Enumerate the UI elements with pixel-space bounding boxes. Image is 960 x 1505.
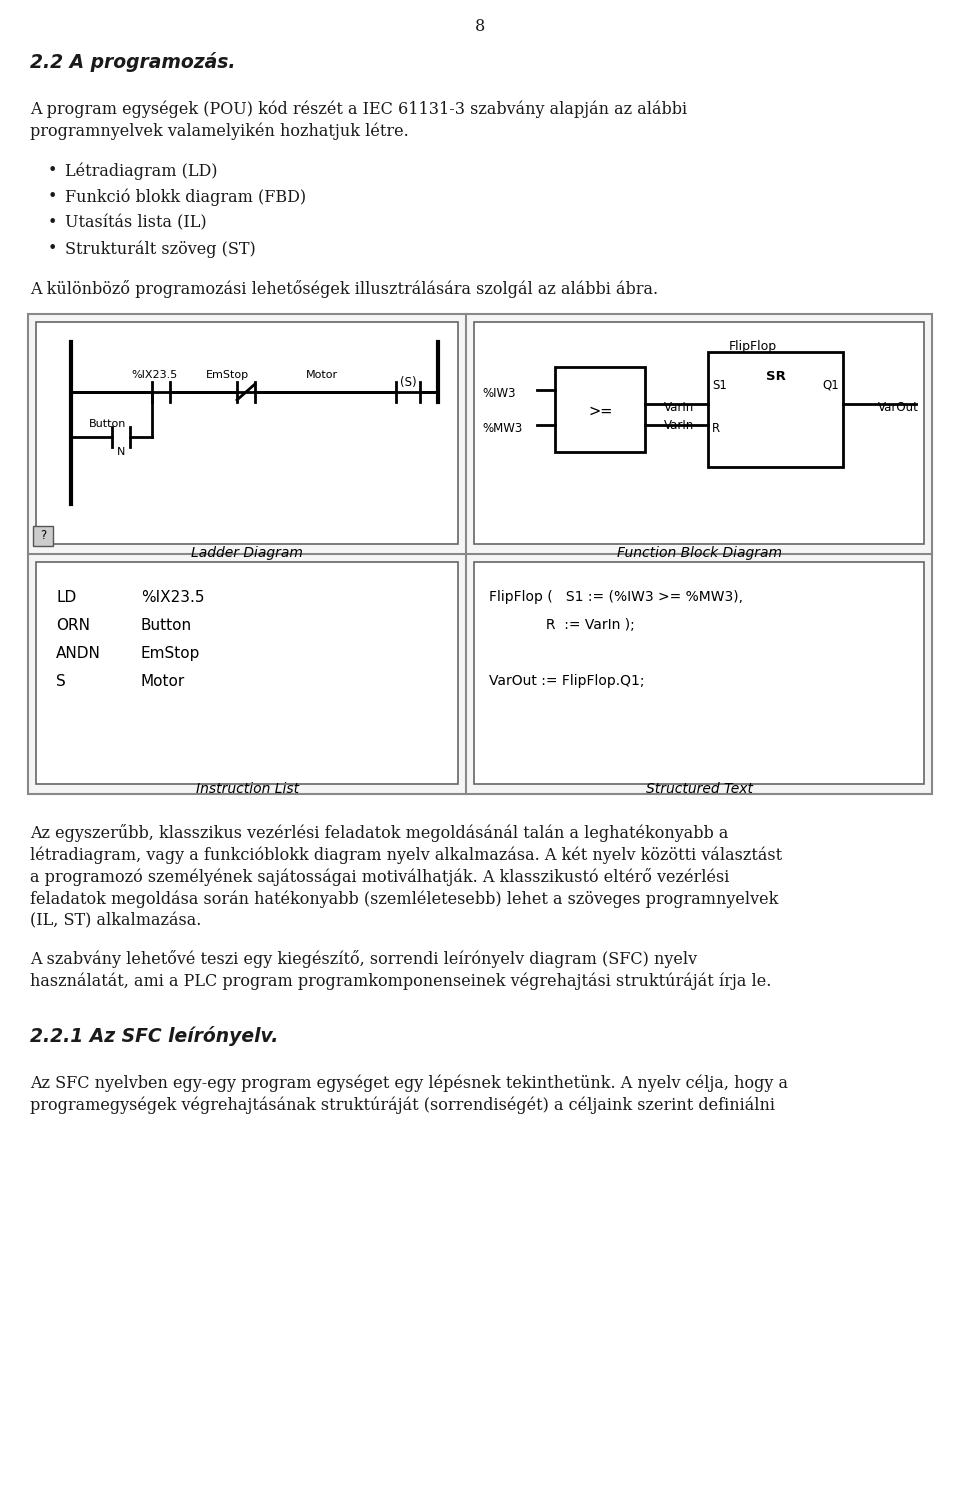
Bar <box>474 322 924 543</box>
Bar <box>708 352 843 467</box>
Text: S: S <box>56 674 65 689</box>
Text: Az SFC nyelvben egy-egy program egységet egy lépésnek tekinthetünk. A nyelv célj: Az SFC nyelvben egy-egy program egységet… <box>30 1075 788 1091</box>
Bar <box>36 322 459 543</box>
Bar <box>28 315 932 795</box>
Text: Function Block Diagram: Function Block Diagram <box>616 546 781 560</box>
Text: ?: ? <box>40 528 46 542</box>
Text: LD: LD <box>56 590 76 605</box>
Text: %MW3: %MW3 <box>483 421 522 435</box>
Text: •: • <box>48 214 58 230</box>
Text: Instruction List: Instruction List <box>196 783 299 796</box>
Text: Motor: Motor <box>306 370 338 379</box>
Text: Utasítás lista (IL): Utasítás lista (IL) <box>65 214 206 230</box>
Bar <box>474 561 924 784</box>
Text: A különböző programozási lehetőségek illusztrálására szolgál az alábbi ábra.: A különböző programozási lehetőségek ill… <box>30 280 659 298</box>
Text: ORN: ORN <box>56 619 90 634</box>
Text: Ladder Diagram: Ladder Diagram <box>191 546 303 560</box>
Text: Button: Button <box>141 619 192 634</box>
Bar <box>556 367 645 451</box>
Text: %IX23.5: %IX23.5 <box>141 590 204 605</box>
Text: •: • <box>48 163 58 179</box>
Text: FlipFlop (   S1 := (%IW3 >= %MW3),: FlipFlop ( S1 := (%IW3 >= %MW3), <box>490 590 743 604</box>
Bar <box>36 561 459 784</box>
Text: Létradiagram (LD): Létradiagram (LD) <box>65 163 218 179</box>
Text: FlipFlop: FlipFlop <box>729 340 778 354</box>
Bar <box>33 527 53 546</box>
Text: Button: Button <box>89 418 127 429</box>
Text: Az egyszerűbb, klasszikus vezérlési feladatok megoldásánál talán a leghatékonyab: Az egyszerűbb, klasszikus vezérlési fela… <box>30 825 729 841</box>
Text: SR: SR <box>766 370 785 382</box>
Text: programnyelvek valamelyikén hozhatjuk létre.: programnyelvek valamelyikén hozhatjuk lé… <box>30 122 409 140</box>
Text: A program egységek (POU) kód részét a IEC 61131-3 szabvány alapján az alábbi: A program egységek (POU) kód részét a IE… <box>30 99 687 117</box>
Text: Motor: Motor <box>141 674 185 689</box>
Text: VarOut := FlipFlop.Q1;: VarOut := FlipFlop.Q1; <box>490 674 645 688</box>
Text: EmStop: EmStop <box>206 370 250 379</box>
Text: •: • <box>48 239 58 257</box>
Text: S1: S1 <box>712 379 727 391</box>
Text: N: N <box>117 447 125 458</box>
Text: VarIn: VarIn <box>664 400 694 414</box>
Text: 2.2 A programozás.: 2.2 A programozás. <box>30 53 235 72</box>
Text: %IW3: %IW3 <box>483 387 516 400</box>
Text: >=: >= <box>588 403 612 418</box>
Text: létradiagram, vagy a funkcióblokk diagram nyelv alkalmazása. A két nyelv közötti: létradiagram, vagy a funkcióblokk diagra… <box>30 846 782 864</box>
Text: Structured Text: Structured Text <box>646 783 753 796</box>
Text: Q1: Q1 <box>823 379 839 391</box>
Text: EmStop: EmStop <box>141 646 201 661</box>
Text: 2.2.1 Az SFC leírónyelv.: 2.2.1 Az SFC leírónyelv. <box>30 1026 278 1046</box>
Text: 8: 8 <box>475 18 485 35</box>
Text: (S): (S) <box>400 376 417 388</box>
Text: Strukturált szöveg (ST): Strukturált szöveg (ST) <box>65 239 255 257</box>
Text: %IX23.5: %IX23.5 <box>131 370 178 379</box>
Text: használatát, ami a PLC program programkomponenseinek végrehajtási struktúráját í: használatát, ami a PLC program programko… <box>30 972 772 989</box>
Text: VarIn: VarIn <box>664 418 694 432</box>
Text: A szabvány lehetővé teszi egy kiegészítő, sorrendi leírónyelv diagram (SFC) nyel: A szabvány lehetővé teszi egy kiegészítő… <box>30 950 697 968</box>
Text: (IL, ST) alkalmazása.: (IL, ST) alkalmazása. <box>30 912 202 929</box>
Text: programegységek végrehajtásának struktúráját (sorrendiségét) a céljaink szerint : programegységek végrehajtásának struktúr… <box>30 1096 775 1114</box>
Text: feladatok megoldása során hatékonyabb (szemléletesebb) lehet a szöveges programn: feladatok megoldása során hatékonyabb (s… <box>30 889 779 908</box>
Text: VarOut: VarOut <box>878 400 919 414</box>
Text: R: R <box>712 421 720 435</box>
Text: •: • <box>48 188 58 205</box>
Text: ANDN: ANDN <box>56 646 101 661</box>
Text: a programozó személyének sajátosságai motiválhatják. A klasszikustó eltérő vezér: a programozó személyének sajátosságai mo… <box>30 868 730 886</box>
Text: R  := VarIn );: R := VarIn ); <box>490 619 636 632</box>
Text: Funkció blokk diagram (FBD): Funkció blokk diagram (FBD) <box>65 188 306 206</box>
